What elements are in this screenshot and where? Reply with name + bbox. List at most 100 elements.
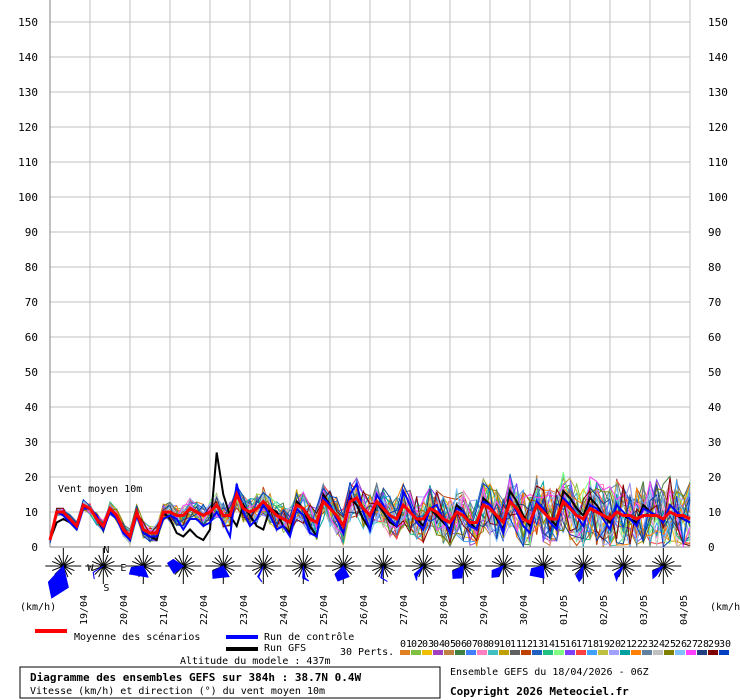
date-tick: 27/04 [399, 595, 410, 625]
wind-rose [605, 547, 642, 585]
pert-number: 25 [664, 639, 676, 650]
rose-spoke [492, 560, 504, 567]
rose-spoke [63, 565, 75, 572]
legend-mean-swatch [35, 629, 67, 633]
legend-pert-swatches: 0102030405060708091011121314151617181920… [400, 639, 731, 655]
rose-spoke [663, 560, 675, 567]
rose-spoke [262, 554, 269, 567]
rose-spoke [423, 565, 435, 572]
legend-gfs-label: Run GFS [264, 643, 306, 654]
rose-spoke [502, 557, 513, 567]
y-tick-left: 120 [18, 121, 38, 134]
rose-spoke [294, 557, 304, 567]
pert-swatch [719, 650, 729, 655]
pert-number: 09 [488, 639, 500, 650]
rose-spoke [662, 565, 669, 578]
pert-number: 01 [400, 639, 412, 650]
rose-spoke [463, 565, 475, 572]
rose-spoke [612, 560, 624, 567]
pert-swatch [455, 650, 465, 655]
rose-spoke [623, 560, 635, 567]
pert-number: 28 [697, 639, 709, 650]
rose-wedge [652, 565, 664, 580]
date-tick: 19/04 [79, 595, 90, 625]
pert-number: 02 [411, 639, 423, 650]
wind-rose [645, 547, 682, 585]
rose-spoke [452, 560, 464, 567]
rose-spoke [502, 565, 509, 578]
rose-wedge [47, 564, 69, 599]
compass-label: N [103, 545, 109, 556]
wind-rose: N SW E [45, 545, 126, 599]
y-unit-right: (km/h) [710, 602, 740, 613]
rose-spoke [252, 560, 264, 567]
rose-spoke [582, 565, 589, 578]
rose-spoke [582, 554, 589, 567]
rose-spoke [332, 565, 344, 572]
rose-spoke [458, 554, 464, 567]
rose-spoke [534, 557, 544, 567]
rose-spoke [374, 557, 384, 567]
pert-number: 04 [433, 639, 445, 650]
rose-spoke [614, 557, 624, 567]
y-tick-right: 80 [708, 261, 721, 274]
pert-number: 08 [477, 639, 489, 650]
rose-spoke [462, 565, 473, 575]
wind-rose [365, 547, 402, 585]
rose-spoke [58, 554, 64, 567]
rose-spoke [454, 557, 464, 567]
rose-spoke [342, 565, 353, 575]
rose-spoke [98, 554, 104, 567]
rose-spoke [503, 565, 515, 572]
pert-swatch [708, 650, 718, 655]
rose-wedge [575, 564, 585, 583]
rose-spoke [182, 565, 193, 575]
pert-swatch [675, 650, 685, 655]
rose-spoke [663, 565, 675, 572]
mean-line [48, 490, 691, 541]
rose-spoke [543, 565, 555, 572]
rose-spoke [374, 565, 384, 575]
rose-spoke [254, 557, 264, 567]
rose-spoke [498, 554, 504, 567]
pert-swatch [554, 650, 564, 655]
y-unit-left: (km/h) [20, 602, 56, 613]
pert-swatch [697, 650, 707, 655]
rose-spoke [62, 557, 73, 567]
pert-swatch [653, 650, 663, 655]
rose-spoke [298, 554, 304, 567]
rose-spoke [223, 565, 235, 572]
rose-spoke [502, 565, 513, 575]
rose-wedge [613, 565, 624, 583]
rose-spoke [583, 560, 595, 567]
rose-spoke [583, 565, 595, 572]
rose-spoke [422, 557, 433, 567]
compass-label: E [120, 563, 126, 574]
pert-number: 19 [598, 639, 610, 650]
rose-spoke [142, 557, 153, 567]
rose-wedge [380, 565, 388, 582]
rose-spoke [382, 554, 389, 567]
rose-spoke [102, 554, 109, 567]
rose-spoke [574, 557, 584, 567]
rose-spoke [292, 560, 304, 567]
pert-number: 05 [444, 639, 456, 650]
y-tick-right: 50 [708, 366, 721, 379]
rose-spoke [222, 565, 233, 575]
rose-wedge [491, 565, 505, 578]
rose-spoke [102, 557, 113, 567]
rose-spoke [658, 554, 664, 567]
legend-mean-label: Moyenne des scénarios [74, 631, 200, 643]
wind-rose [245, 547, 282, 585]
pert-swatch [499, 650, 509, 655]
pert-number: 07 [466, 639, 478, 650]
y-tick-left: 70 [25, 296, 38, 309]
rose-wedge [413, 565, 424, 581]
wind-rose [85, 547, 122, 585]
y-tick-left: 140 [18, 51, 38, 64]
rose-spoke [572, 565, 584, 572]
wind-rose [205, 547, 242, 585]
pert-swatch [609, 650, 619, 655]
